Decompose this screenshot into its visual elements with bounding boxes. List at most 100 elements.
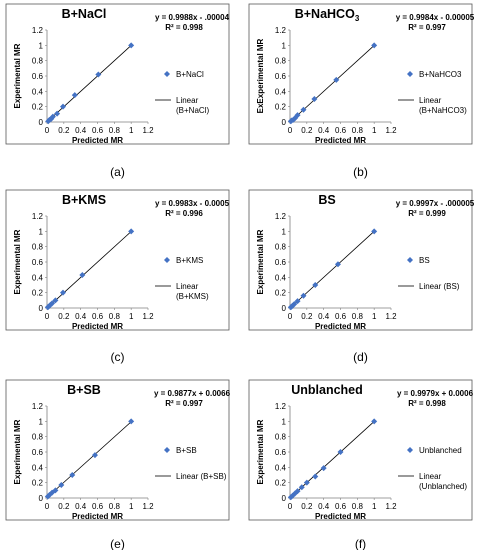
r-squared: R² = 0.999 [408, 209, 446, 218]
y-axis-label: ExExperimental MR [256, 38, 265, 113]
y-tick-label: 1 [39, 417, 44, 426]
x-tick-label: 0.6 [92, 312, 104, 321]
legend-linear-label: (B+NaHCO3) [419, 106, 467, 115]
x-tick-label: 1.2 [142, 126, 154, 135]
x-tick-label: 0.8 [109, 312, 121, 321]
x-tick-label: 0.2 [58, 312, 70, 321]
chart-title-subscript: 3 [355, 14, 360, 23]
panel-label: (b) [353, 165, 368, 179]
regression-equation: y = 0.9988x - .00004 [155, 13, 230, 22]
data-point [128, 418, 135, 425]
panel-frame [248, 189, 473, 331]
data-point [312, 282, 319, 288]
regression-equation: y = 0.9984x - 0.00005 [396, 13, 475, 22]
x-tick-label: 0.6 [335, 502, 347, 511]
y-axis-label: Experimental MR [256, 229, 265, 294]
data-point [44, 493, 51, 500]
legend-linear-label: (Unblanched) [419, 482, 467, 491]
y-tick-label: 0 [39, 118, 44, 127]
chart-title: B+KMS [62, 193, 106, 207]
legend-marker-icon [407, 71, 413, 77]
x-tick-label: 0 [45, 312, 50, 321]
y-tick-label: 0.8 [275, 433, 287, 442]
data-point [320, 465, 327, 472]
x-axis-label: Predicted MR [315, 136, 366, 145]
y-tick-label: 0.2 [32, 289, 44, 298]
x-axis-label: Predicted MR [315, 322, 366, 331]
legend-linear-label: Linear (BS) [419, 282, 460, 291]
chart-title: B+SB [67, 383, 101, 397]
chart-title-main: BS [318, 193, 335, 207]
data-point [91, 452, 98, 459]
y-axis-label: Experimental MR [13, 43, 22, 108]
data-point [287, 494, 294, 501]
y-tick-label: 1 [39, 227, 44, 236]
x-tick-label: 1.2 [385, 126, 397, 135]
x-tick-label: 1 [372, 126, 377, 135]
legend-series-label: B+NaHCO3 [419, 70, 462, 79]
chart-title-main: B+NaHCO [295, 7, 355, 21]
panel-frame [248, 3, 473, 145]
x-tick-label: 0 [288, 126, 293, 135]
y-tick-label: 1.2 [275, 26, 287, 35]
legend-series-label: B+KMS [176, 256, 203, 265]
y-tick-label: 0 [282, 118, 287, 127]
x-axis-label: Predicted MR [72, 512, 123, 521]
legend-series-label: Unblanched [419, 446, 462, 455]
legend-linear-label: Linear (B+SB) [176, 472, 227, 481]
r-squared: R² = 0.997 [408, 23, 446, 32]
legend-series-label: BS [419, 256, 430, 265]
x-tick-label: 0.4 [75, 126, 87, 135]
x-tick-label: 0.8 [352, 126, 364, 135]
panel-frame [248, 379, 473, 521]
data-point [371, 228, 378, 235]
y-axis-label: Experimental MR [256, 419, 265, 484]
y-tick-label: 0.4 [275, 273, 287, 282]
data-point [59, 103, 66, 110]
y-tick-label: 0.2 [275, 479, 287, 488]
data-point [128, 228, 135, 235]
data-point [300, 292, 307, 299]
legend-marker-icon [164, 71, 170, 77]
data-point [58, 481, 65, 488]
y-tick-label: 0.6 [32, 258, 44, 267]
y-tick-label: 1 [282, 41, 287, 50]
y-tick-label: 0.8 [32, 433, 44, 442]
y-tick-label: 0 [39, 304, 44, 313]
x-tick-label: 0.8 [109, 126, 121, 135]
data-point [287, 118, 294, 125]
data-point [333, 76, 340, 83]
y-tick-label: 1.2 [275, 402, 287, 411]
x-tick-label: 0.8 [352, 312, 364, 321]
chart-panel: BS 0 0.2 0.4 0.6 0.8 1 1.2 0 0.2 0.4 0.6 0.8 1 1.2 Pred… [248, 189, 475, 331]
chart-title: Unblanched [291, 383, 363, 397]
x-tick-label: 1.2 [142, 312, 154, 321]
data-point [71, 92, 78, 99]
x-tick-label: 0 [45, 502, 50, 511]
panel-label: (f) [355, 537, 366, 550]
x-tick-label: 1.2 [385, 312, 397, 321]
x-tick-label: 0 [45, 126, 50, 135]
x-tick-label: 1.2 [142, 502, 154, 511]
x-tick-label: 0 [288, 312, 293, 321]
data-point [44, 304, 51, 311]
y-axis-label: Experimental MR [13, 419, 22, 484]
x-axis-label: Predicted MR [72, 136, 123, 145]
x-tick-label: 1 [129, 502, 134, 511]
x-tick-label: 0.6 [92, 126, 104, 135]
r-squared: R² = 0.997 [165, 399, 203, 408]
chart-panel: B+NaCl 0 0.2 0.4 0.6 0.8 1 1.2 0 0.2 0.4 0.6 0.8 1 1.2… [5, 3, 230, 145]
x-tick-label: 0.4 [318, 126, 330, 135]
y-tick-label: 0.4 [32, 87, 44, 96]
panel-label: (d) [353, 350, 368, 364]
y-tick-label: 0 [282, 304, 287, 313]
legend-marker-icon [164, 257, 170, 263]
y-tick-label: 0.8 [32, 243, 44, 252]
legend-series-label: B+SB [176, 446, 197, 455]
chart-title-main: B+KMS [62, 193, 106, 207]
y-tick-label: 0.2 [275, 103, 287, 112]
y-tick-label: 0.4 [32, 273, 44, 282]
x-tick-label: 0.2 [58, 502, 70, 511]
y-tick-label: 0.2 [275, 289, 287, 298]
panel-frame [5, 3, 230, 145]
